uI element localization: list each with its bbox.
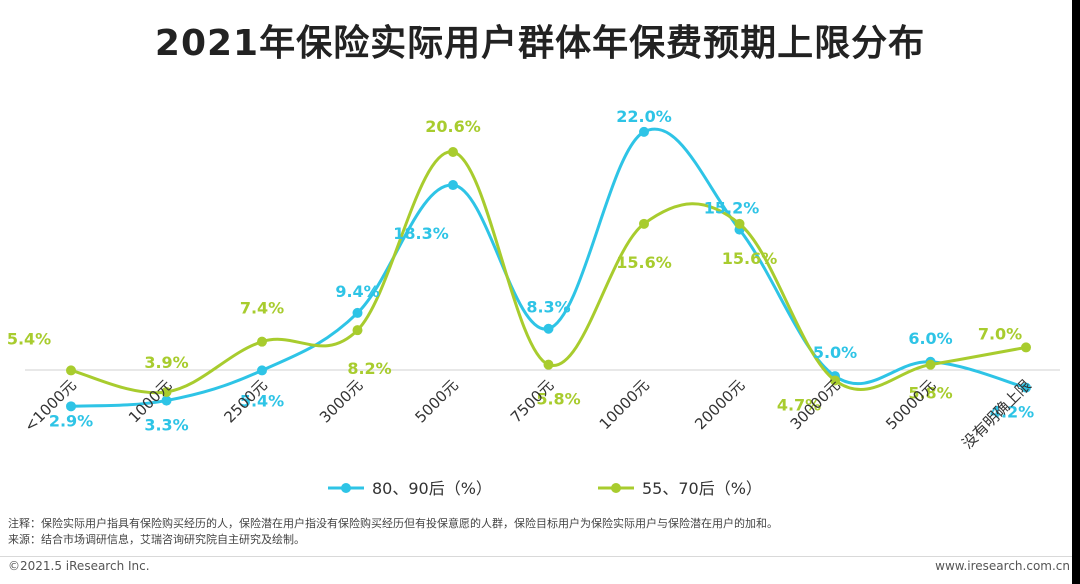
data-label-0-0: 2.9%	[49, 411, 93, 430]
data-label-1-4: 20.6%	[425, 117, 481, 136]
point-1-10	[1021, 342, 1031, 353]
data-label-1-6: 15.6%	[616, 253, 672, 272]
point-1-0	[66, 365, 76, 376]
legend: 80、90后（%） 55、70后（%）	[328, 479, 762, 498]
data-label-0-7: 15.2%	[704, 199, 760, 218]
point-0-3	[352, 307, 363, 318]
data-label-1-2: 7.4%	[240, 299, 284, 318]
data-label-0-9: 6.0%	[908, 329, 952, 348]
data-label-0-10: 4.2%	[990, 403, 1034, 422]
line-chart: 2.9% 3.3% 5.4% 9.4% 18.3% 8.3% 22.0% 15.2% 5.0% 6…	[7, 107, 1060, 498]
x-tick-4: 5000元	[411, 376, 461, 426]
data-label-1-3: 8.2%	[347, 359, 391, 378]
data-label-1-1: 3.9%	[144, 353, 188, 372]
data-label-1-7: 15.6%	[722, 249, 778, 268]
point-1-3	[352, 325, 363, 336]
point-0-6	[639, 126, 649, 137]
point-0-10	[1021, 382, 1031, 393]
edge-bar	[1072, 0, 1080, 584]
point-1-4	[448, 146, 458, 157]
data-label-0-3: 9.4%	[335, 282, 379, 301]
point-0-4	[448, 180, 458, 191]
data-label-1-8: 4.7%	[777, 395, 821, 414]
data-label-1-0: 5.4%	[7, 329, 51, 348]
x-tick-7: 20000元	[691, 376, 748, 433]
point-0-5	[543, 323, 554, 334]
point-1-5	[543, 359, 554, 370]
copyright: ©2021.5 iResearch Inc.	[8, 559, 150, 573]
point-0-2	[257, 365, 267, 376]
data-label-1-10: 7.0%	[978, 324, 1022, 343]
x-tick-labels: <1000元 1000元 2500元 3000元 5000元 7500元 10000元 200…	[21, 376, 1035, 452]
point-1-9	[925, 359, 936, 370]
legend-label-1: 55、70后（%）	[642, 479, 762, 498]
data-label-0-6: 22.0%	[616, 107, 672, 126]
point-0-0	[66, 401, 76, 412]
data-label-0-1: 3.3%	[144, 416, 188, 435]
data-label-0-2: 5.4%	[240, 391, 284, 410]
legend-label-0: 80、90后（%）	[372, 479, 492, 498]
legend-marker-0	[341, 483, 351, 493]
point-1-7	[734, 218, 745, 229]
x-tick-3: 3000元	[316, 376, 366, 426]
data-label-1-5: 5.8%	[536, 390, 580, 409]
notes: 注释：保险实际用户指具有保险购买经历的人，保险潜在用户指没有保险购买经历但有投保…	[8, 516, 1074, 548]
footer: ©2021.5 iResearch Inc. www.iresearch.com…	[0, 556, 1080, 584]
point-1-1	[161, 386, 172, 397]
note-text: 注释：保险实际用户指具有保险购买经历的人，保险潜在用户指没有保险购买经历但有投保…	[8, 517, 778, 530]
legend-marker-1	[611, 483, 621, 493]
data-label-1-9: 5.8%	[908, 384, 952, 403]
data-label-0-5: 8.3%	[526, 298, 570, 317]
chart-title: 2021年保险实际用户群体年保费预期上限分布	[154, 23, 926, 64]
source-text: 来源：结合市场调研信息，艾瑞咨询研究院自主研究及绘制。	[8, 533, 305, 546]
data-label-0-4: 18.3%	[393, 224, 449, 243]
point-1-2	[257, 336, 267, 347]
point-0-1	[161, 395, 172, 406]
x-tick-6: 10000元	[596, 376, 653, 433]
series-line-1	[70, 150, 1027, 395]
point-1-8	[830, 375, 840, 386]
data-label-0-8: 5.0%	[813, 343, 857, 362]
website-link[interactable]: www.iresearch.com.cn	[935, 559, 1070, 573]
series-layer: 2.9% 3.3% 5.4% 9.4% 18.3% 8.3% 22.0% 15.2% 5.0% 6…	[7, 107, 1034, 435]
point-1-6	[639, 218, 649, 229]
